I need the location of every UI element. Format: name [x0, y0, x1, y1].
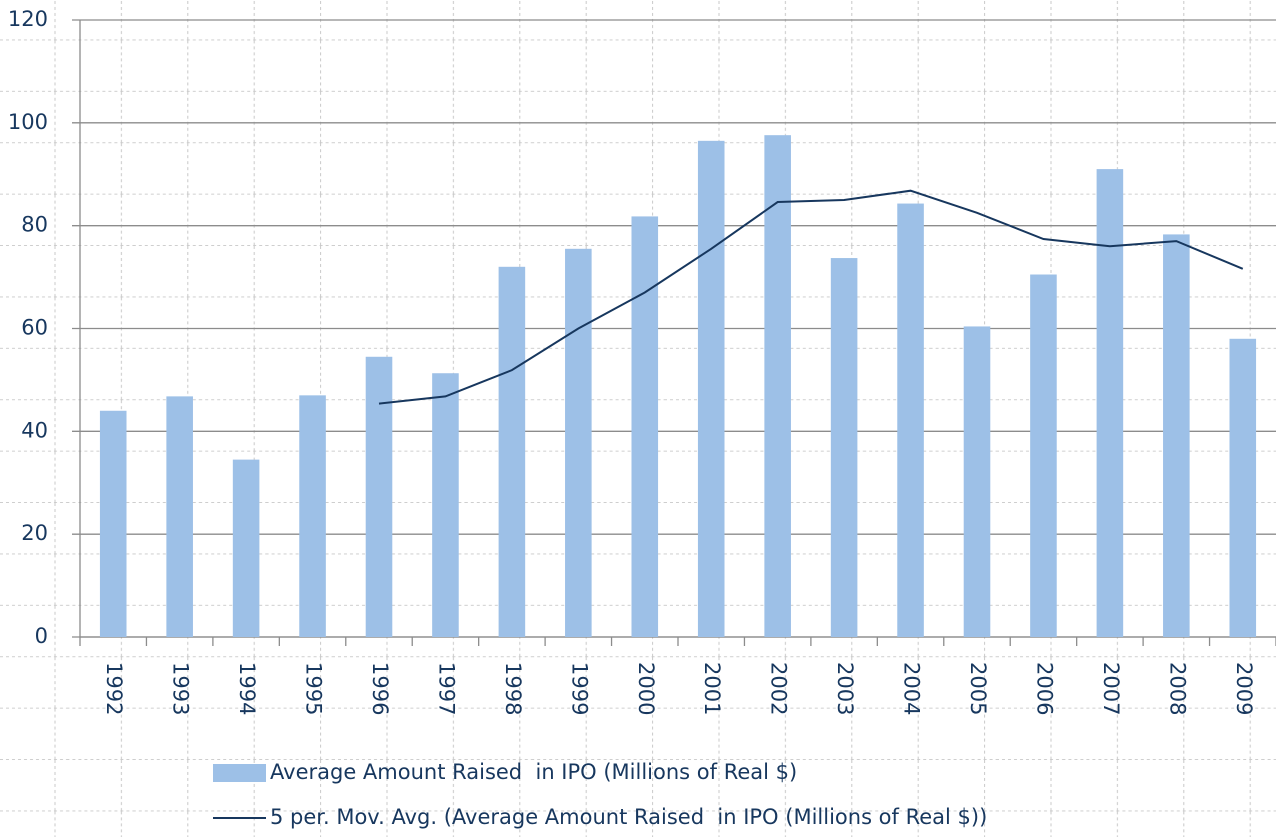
bar [1096, 169, 1124, 637]
legend-label: Average Amount Raised in IPO (Millions o… [270, 760, 797, 784]
bar [897, 203, 924, 637]
bar [432, 373, 459, 637]
x-tick-label: 2006 [1032, 662, 1056, 715]
x-tick-label: 2005 [966, 662, 990, 715]
x-tick-label: 1995 [302, 662, 326, 715]
bar [498, 266, 526, 637]
x-tick-label: 2001 [700, 662, 724, 715]
bar [1229, 338, 1257, 637]
bar [697, 140, 725, 637]
x-tick-label: 2002 [767, 662, 791, 715]
bar [631, 216, 659, 637]
x-tick-label: 2003 [833, 662, 857, 715]
bar [232, 459, 260, 637]
y-tick-label: 40 [21, 418, 48, 442]
x-tick-label: 1993 [169, 662, 193, 715]
x-tick-label: 2004 [900, 662, 924, 715]
x-tick-label: 1994 [235, 662, 259, 715]
bar [365, 356, 393, 637]
x-tick-label: 2008 [1165, 662, 1189, 715]
bar [764, 135, 791, 637]
y-tick-label: 80 [21, 213, 48, 237]
legend-swatch [213, 764, 266, 782]
bar [830, 258, 858, 637]
x-tick-label: 2007 [1099, 662, 1123, 715]
y-tick-label: 20 [21, 521, 48, 545]
y-tick-label: 60 [21, 316, 48, 340]
y-tick-label: 0 [35, 624, 48, 648]
x-tick-label: 2009 [1232, 662, 1256, 715]
bar [299, 395, 326, 637]
bar [99, 410, 127, 637]
y-tick-label: 100 [8, 110, 48, 134]
x-tick-label: 1998 [501, 662, 525, 715]
moving-average-line [378, 189, 1244, 405]
bar [1163, 234, 1190, 637]
bar [166, 396, 193, 637]
y-tick-label: 120 [8, 7, 48, 31]
bar [565, 248, 592, 637]
bar [963, 326, 991, 637]
x-tick-label: 1999 [567, 662, 591, 715]
bar [1030, 274, 1057, 637]
legend-label: 5 per. Mov. Avg. (Average Amount Raised … [270, 805, 987, 829]
x-tick-label: 2000 [634, 662, 658, 715]
x-tick-label: 1997 [434, 662, 458, 715]
x-tick-label: 1996 [368, 662, 392, 715]
x-tick-label: 1992 [102, 662, 126, 715]
